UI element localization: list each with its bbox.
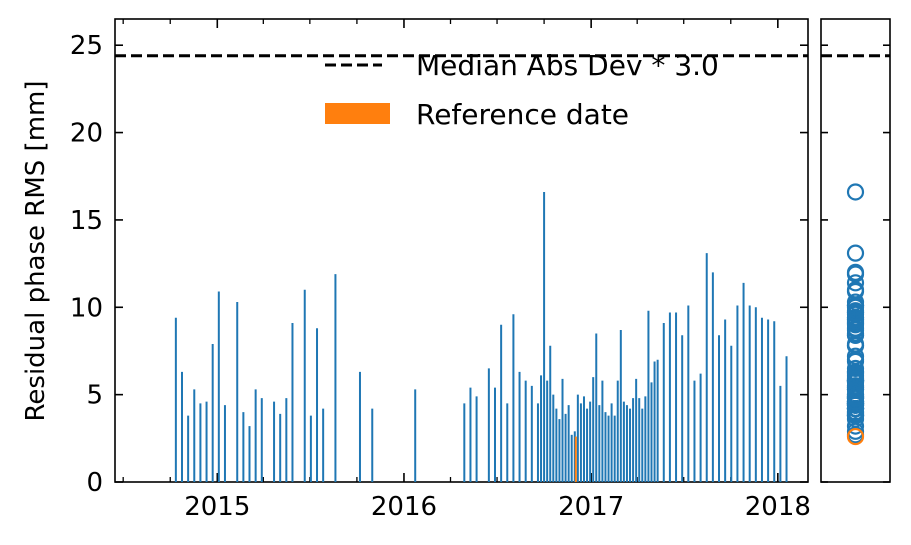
main-y-ticks: 0 5 10 15 20 25 — [70, 31, 808, 498]
side-point — [846, 365, 865, 383]
x-tick-label: 2017 — [558, 492, 624, 522]
x-tick-label: 2018 — [745, 492, 811, 522]
side-point — [846, 400, 865, 418]
y-tick-label: 5 — [86, 381, 103, 411]
side-point — [846, 372, 865, 390]
main-panel: 0 5 10 15 20 25 2015 2016 2017 2018 Median Abs D… — [21, 18, 811, 522]
legend-reference-swatch — [325, 103, 390, 124]
side-point — [846, 337, 865, 355]
side-point — [846, 263, 865, 281]
side-point — [846, 183, 865, 201]
side-plot-frame — [820, 18, 891, 483]
x-tick-label: 2015 — [184, 492, 250, 522]
main-bars — [174, 191, 788, 482]
side-point — [846, 303, 865, 322]
x-tick-label: 2016 — [371, 492, 437, 522]
legend: Median Abs Dev * 3.0 Reference date — [325, 49, 719, 131]
y-axis-label: Residual phase RMS [mm] — [21, 81, 51, 422]
side-points — [846, 183, 865, 446]
side-point — [846, 347, 865, 365]
side-panel — [820, 18, 891, 483]
side-point — [846, 274, 865, 292]
legend-threshold-label: Median Abs Dev * 3.0 — [416, 49, 719, 82]
side-reference-point — [846, 427, 865, 446]
y-tick-label: 20 — [70, 119, 103, 149]
side-y-ticks — [821, 44, 890, 483]
y-tick-label: 15 — [70, 206, 103, 236]
main-x-ticks: 2015 2016 2017 2018 — [122, 19, 811, 522]
side-point — [846, 377, 865, 395]
side-point — [846, 244, 865, 262]
legend-reference-label: Reference date — [416, 98, 629, 131]
y-tick-label: 0 — [86, 468, 103, 498]
side-point — [846, 312, 865, 330]
y-tick-label: 25 — [70, 31, 103, 61]
y-tick-label: 10 — [70, 293, 103, 323]
main-plot-frame — [114, 18, 809, 483]
